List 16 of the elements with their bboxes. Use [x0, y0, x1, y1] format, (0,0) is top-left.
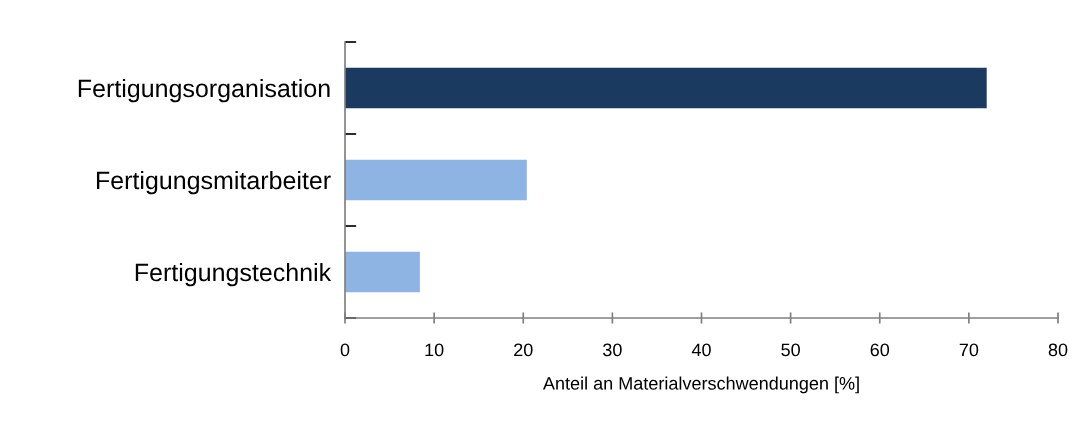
- x-axis-title: Anteil an Materialverschwendungen [%]: [542, 376, 859, 394]
- x-tick-label: 70: [959, 343, 979, 357]
- x-tick-label: 40: [691, 343, 711, 357]
- bar: [345, 251, 420, 293]
- x-tick-label: 10: [425, 343, 444, 357]
- x-tick-label: 0: [340, 343, 350, 357]
- y-tick-label: Fertigungsorganisation: [78, 78, 330, 103]
- bar: [345, 67, 987, 109]
- bar: [345, 159, 527, 201]
- x-tick-label: 50: [781, 343, 800, 357]
- x-tick-label: 30: [603, 343, 622, 357]
- x-tick-label: 80: [1048, 343, 1068, 357]
- y-tick-label: Fertigungsmitarbeiter: [96, 170, 331, 195]
- x-tick-label: 20: [514, 343, 533, 357]
- y-tick-label: Fertigungstechnik: [135, 262, 332, 287]
- x-tick-label: 60: [870, 343, 890, 357]
